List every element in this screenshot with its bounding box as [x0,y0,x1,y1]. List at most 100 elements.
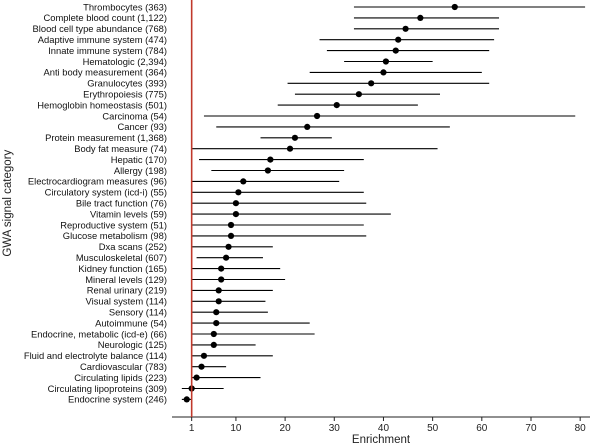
category-row: Cancer (93) [118,121,450,132]
estimate-point [183,396,190,403]
category-label: Adaptive immune system (474) [38,34,167,45]
estimate-point [193,374,200,381]
estimate-point [198,363,205,370]
category-row: Circulatory system (icd-i) (55) [45,187,364,198]
category-row: Kidney function (165) [78,263,281,274]
estimate-point [235,189,242,196]
category-row: Complete blood count (1,122) [43,12,500,23]
category-row: Erythropoiesis (775) [83,89,441,100]
estimate-point [380,69,387,76]
category-label: Electrocardiogram measures (96) [28,176,167,187]
category-row: Protein measurement (1,368) [45,132,332,143]
estimate-point [417,14,424,21]
estimate-point [227,232,235,239]
category-label: Allergy (198) [114,165,167,176]
estimate-point [395,36,402,43]
estimate-point [232,200,240,207]
category-label: Hepatic (170) [111,154,167,165]
category-label: Glucose metabolism (98) [63,230,167,241]
category-row: Glucose metabolism (98) [63,230,367,241]
category-row: Sensory (114) [109,307,268,318]
estimate-point [227,221,235,229]
y-axis-title: GWA signal category [2,149,14,256]
category-row: Dxa scans (252) [99,241,273,252]
estimate-point [215,298,222,305]
category-row: Blood cell type abundance (768) [33,23,500,34]
estimate-point [264,167,271,174]
x-tick-label: 40 [378,423,390,434]
category-label: Kidney function (165) [78,263,167,274]
category-row: Granulocytes (393) [87,78,490,89]
x-tick-label: 50 [427,423,439,434]
category-label: Musculoskeletal (607) [76,252,167,263]
category-row: Fluid and electrolyte balance (114) [24,350,273,361]
estimate-point [200,352,208,359]
estimate-point [218,265,225,272]
category-row: Neurologic (125) [98,339,256,350]
category-label: Sensory (114) [109,307,167,318]
category-row: Mineral levels (129) [85,274,286,285]
category-label: Visual system (114) [86,296,167,307]
category-label: Cancer (93) [118,121,168,132]
estimate-point [355,91,362,98]
category-label: Mineral levels (129) [85,274,167,285]
category-row: Circulating lipoproteins (309) [48,383,224,394]
x-axis-title: Enrichment [352,434,411,446]
x-tick-label: 30 [329,423,341,434]
x-tick-label: 80 [575,423,587,434]
category-label: Granulocytes (393) [87,78,167,89]
estimate-point [451,3,458,11]
category-row: Hemoglobin homeostasis (501) [37,99,418,110]
category-row: Innate immune system (784) [48,45,490,56]
category-row: Hematologic (2,394) [83,56,433,67]
category-row: Reproductive system (51) [60,219,364,230]
category-row: Carcinoma (54) [102,110,576,121]
estimate-point [218,276,225,283]
category-row: Allergy (198) [114,165,345,176]
estimate-point [291,134,299,141]
category-row: Musculoskeletal (607) [76,252,263,263]
category-label: Cardiovascular (783) [80,361,167,372]
category-label: Hematologic (2,394) [83,56,167,67]
category-label: Endocrine system (246) [68,394,167,405]
category-label: Vitamin levels (59) [90,208,167,219]
estimate-point [215,287,222,294]
x-tick-label: 60 [476,423,488,434]
category-label: Neurologic (125) [98,339,167,350]
category-label: Erythropoiesis (775) [83,89,167,100]
category-label: Innate immune system (784) [48,45,167,56]
category-row: Circulating lipids (223) [74,372,261,383]
category-row: Adaptive immune system (474) [38,34,495,45]
category-label: Circulating lipids (223) [74,372,167,383]
category-label: Fluid and electrolyte balance (114) [24,350,167,361]
category-label: Autoimmune (54) [95,317,167,328]
estimate-point [213,320,220,327]
estimate-point [382,58,390,65]
category-row: Anti body measurement (364) [43,67,482,78]
x-tick-label: 1 [189,423,195,434]
category-label: Dxa scans (252) [99,241,167,252]
x-axis: 1 10 20 30 40 50 60 70 80 [172,416,590,434]
category-row: Cardiovascular (783) [80,361,227,372]
category-label: Anti body measurement (364) [43,67,167,78]
estimate-point [304,123,311,130]
category-row: Thrombocytes (363) [83,1,586,12]
category-label: Circulating lipoproteins (309) [48,383,167,394]
category-row: Endocrine system (246) [68,394,192,405]
estimate-point [222,254,230,261]
estimate-point [240,178,247,185]
estimate-point [392,47,399,54]
category-row: Endocrine, metabolic (icd-e) (66) [31,328,315,339]
category-label: Blood cell type abundance (768) [33,23,167,34]
category-label: Reproductive system (51) [60,219,167,230]
category-row: Bile tract function (76) [76,198,367,209]
category-row: Electrocardiogram measures (96) [28,176,340,187]
estimate-point [210,330,217,338]
estimate-point [313,112,321,120]
category-label: Endocrine, metabolic (icd-e) (66) [31,328,167,339]
estimate-point [225,243,232,250]
category-label: Body fat measure (74) [74,143,167,154]
x-tick-label: 70 [525,423,537,434]
category-row: Visual system (114) [86,296,266,307]
